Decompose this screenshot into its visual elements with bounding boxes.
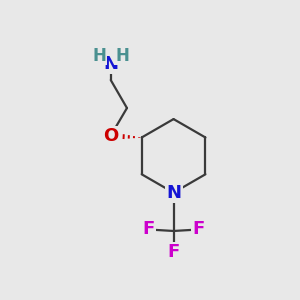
- Text: O: O: [103, 127, 118, 145]
- Text: F: F: [142, 220, 155, 238]
- Text: F: F: [193, 220, 205, 238]
- Text: H: H: [115, 46, 129, 64]
- Text: F: F: [167, 243, 180, 261]
- Text: N: N: [166, 184, 181, 202]
- Text: N: N: [103, 55, 118, 73]
- Text: H: H: [93, 46, 106, 64]
